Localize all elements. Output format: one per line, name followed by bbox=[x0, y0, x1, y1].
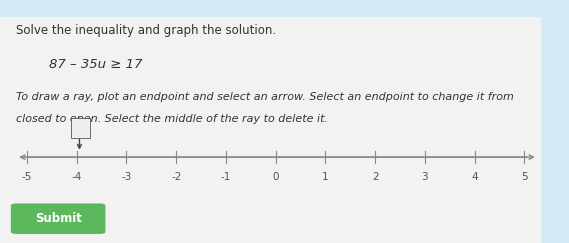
Text: 87 – 35u ≥ 17: 87 – 35u ≥ 17 bbox=[48, 58, 142, 71]
Text: 1: 1 bbox=[322, 172, 329, 182]
Text: -3: -3 bbox=[121, 172, 131, 182]
FancyBboxPatch shape bbox=[0, 12, 551, 243]
Text: -2: -2 bbox=[171, 172, 182, 182]
Text: -4: -4 bbox=[72, 172, 82, 182]
Text: Solve the inequality and graph the solution.: Solve the inequality and graph the solut… bbox=[16, 24, 277, 37]
Text: 0: 0 bbox=[273, 172, 279, 182]
Text: To draw a ray, plot an endpoint and select an arrow. Select an endpoint to chang: To draw a ray, plot an endpoint and sele… bbox=[16, 92, 514, 102]
FancyBboxPatch shape bbox=[71, 118, 90, 138]
Text: Submit: Submit bbox=[35, 212, 81, 225]
Text: 5: 5 bbox=[521, 172, 527, 182]
Text: -5: -5 bbox=[22, 172, 32, 182]
Text: -1: -1 bbox=[221, 172, 231, 182]
FancyBboxPatch shape bbox=[11, 203, 105, 234]
Text: 4: 4 bbox=[471, 172, 478, 182]
Text: closed to open. Select the middle of the ray to delete it.: closed to open. Select the middle of the… bbox=[16, 114, 328, 124]
Text: 3: 3 bbox=[422, 172, 428, 182]
Text: 2: 2 bbox=[372, 172, 378, 182]
